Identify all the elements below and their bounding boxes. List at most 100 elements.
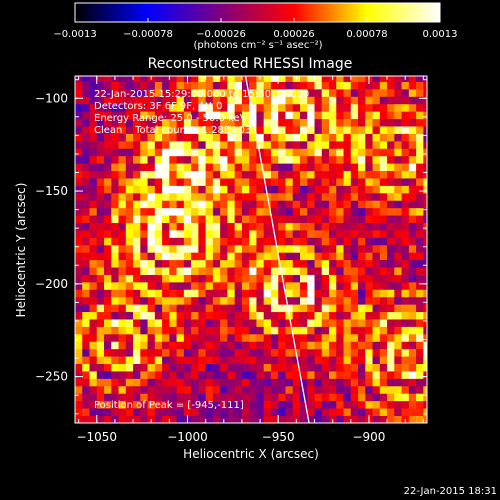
heatmap-cell xyxy=(89,96,98,105)
heatmap-cell xyxy=(147,296,156,305)
heatmap-cell xyxy=(379,326,388,335)
heatmap-cell xyxy=(263,363,272,372)
heatmap-cell xyxy=(336,252,344,261)
heatmap-cell xyxy=(104,126,112,134)
heatmap-cell xyxy=(154,408,163,416)
heatmap-cell xyxy=(220,170,228,179)
heatmap-cell xyxy=(241,378,250,387)
heatmap-cell xyxy=(154,304,163,313)
heatmap-cell xyxy=(278,267,286,275)
heatmap-cell xyxy=(96,363,105,372)
heatmap-cell xyxy=(321,88,330,97)
heatmap-cell xyxy=(96,311,105,320)
heatmap-cell xyxy=(343,356,352,365)
heatmap-cell xyxy=(256,363,265,372)
heatmap-cell xyxy=(176,118,185,127)
heatmap-cell xyxy=(343,408,352,416)
heatmap-cell xyxy=(205,103,214,112)
heatmap-cell xyxy=(162,178,170,186)
heatmap-cell xyxy=(227,178,236,186)
heatmap-cell xyxy=(321,222,330,231)
heatmap-cell xyxy=(285,103,294,112)
heatmap-cell xyxy=(133,319,141,327)
heatmap-cell xyxy=(285,155,294,164)
heatmap-cell xyxy=(285,126,294,134)
heatmap-cell xyxy=(336,341,344,350)
heatmap-cell xyxy=(278,408,286,416)
heatmap-cell xyxy=(292,215,301,223)
heatmap-cell xyxy=(416,371,424,379)
heatmap-cell xyxy=(75,252,83,261)
heatmap-cell xyxy=(307,237,315,246)
heatmap-cell xyxy=(169,252,178,261)
heatmap-cell xyxy=(423,363,427,372)
heatmap-cell xyxy=(96,333,105,342)
heatmap-cell xyxy=(154,333,163,342)
heatmap-cell xyxy=(191,326,199,335)
heatmap-cell xyxy=(379,215,388,223)
heatmap-cell xyxy=(220,118,228,127)
heatmap-cell xyxy=(285,319,294,327)
heatmap-cell xyxy=(249,326,257,335)
heatmap-cell xyxy=(299,356,308,365)
heatmap-cell xyxy=(263,215,272,223)
heatmap-cell xyxy=(372,311,381,320)
heatmap-cell xyxy=(133,170,141,179)
heatmap-cell xyxy=(372,371,381,379)
heatmap-cell xyxy=(227,76,236,82)
heatmap-cell xyxy=(314,76,323,82)
heatmap-cell xyxy=(147,385,156,394)
heatmap-cell xyxy=(307,207,315,216)
heatmap-cell xyxy=(372,207,381,216)
heatmap-cell xyxy=(394,259,402,268)
heatmap-cell xyxy=(270,207,279,216)
heatmap-cell xyxy=(205,304,214,313)
heatmap-cell xyxy=(270,356,279,365)
heatmap-cell xyxy=(256,385,265,394)
heatmap-cell xyxy=(321,319,330,327)
heatmap-cell xyxy=(220,252,228,261)
heatmap-cell xyxy=(220,200,228,209)
heatmap-cell xyxy=(198,326,207,335)
heatmap-cell xyxy=(162,259,170,268)
heatmap-cell xyxy=(372,259,381,268)
heatmap-cell xyxy=(220,140,228,149)
heatmap-cell xyxy=(372,400,381,409)
heatmap-cell xyxy=(220,289,228,298)
heatmap-cell xyxy=(329,356,337,365)
heatmap-cell xyxy=(249,356,257,365)
heatmap-cell xyxy=(183,281,192,290)
heatmap-cell xyxy=(241,133,250,142)
footer-timestamp: 22-Jan-2015 18:31 xyxy=(404,486,497,497)
heatmap-cell xyxy=(292,230,301,238)
heatmap-cell xyxy=(89,363,98,372)
heatmap-cell xyxy=(278,363,286,372)
heatmap-cell xyxy=(329,133,337,142)
heatmap-cell xyxy=(227,170,236,179)
heatmap-cell xyxy=(263,400,272,409)
heatmap-cell xyxy=(176,259,185,268)
heatmap-cell xyxy=(278,155,286,164)
heatmap-cell xyxy=(133,237,141,246)
heatmap-cell xyxy=(96,103,105,112)
heatmap-cell xyxy=(125,333,134,342)
heatmap-cell xyxy=(270,408,279,416)
heatmap-cell xyxy=(89,267,98,275)
heatmap-cell xyxy=(394,319,402,327)
heatmap-cell xyxy=(154,341,163,350)
heatmap-cell xyxy=(82,222,90,231)
heatmap-cell xyxy=(270,348,279,357)
heatmap-cell xyxy=(270,244,279,253)
heatmap-cell xyxy=(394,133,402,142)
heatmap-cell xyxy=(198,200,207,209)
heatmap-cell xyxy=(416,378,424,387)
heatmap-cell xyxy=(234,378,243,387)
heatmap-cell xyxy=(336,118,344,127)
heatmap-cell xyxy=(285,356,294,365)
heatmap-cell xyxy=(82,126,90,134)
heatmap-cell xyxy=(401,207,410,216)
colorbar-tick-label: −0.0013 xyxy=(53,29,96,40)
heatmap-cell xyxy=(365,207,373,216)
heatmap-cell xyxy=(336,274,344,283)
heatmap-cell xyxy=(227,200,236,209)
